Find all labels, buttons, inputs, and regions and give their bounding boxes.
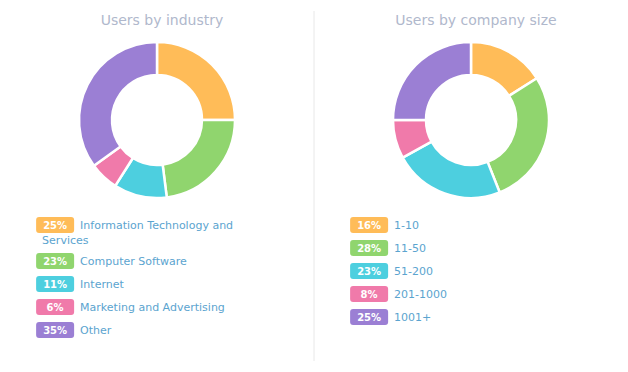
svg-text:Users by company size: Users by company size (395, 12, 556, 28)
svg-text:Services: Services (42, 234, 89, 247)
svg-text:Internet: Internet (80, 278, 124, 291)
svg-text:25%: 25% (357, 312, 381, 323)
svg-text:51-200: 51-200 (394, 265, 433, 278)
svg-text:16%: 16% (357, 220, 381, 231)
svg-text:11-50: 11-50 (394, 242, 426, 255)
svg-text:1001+: 1001+ (394, 311, 431, 324)
svg-text:25%: 25% (43, 220, 67, 231)
svg-text:35%: 35% (43, 325, 67, 336)
svg-text:Other: Other (80, 324, 112, 337)
svg-text:Computer Software: Computer Software (80, 255, 187, 268)
svg-text:6%: 6% (47, 302, 64, 313)
svg-text:28%: 28% (357, 243, 381, 254)
svg-text:Information Technology and: Information Technology and (80, 219, 233, 232)
svg-text:Users by industry: Users by industry (101, 12, 224, 28)
svg-text:Marketing and Advertising: Marketing and Advertising (80, 301, 225, 314)
svg-text:201-1000: 201-1000 (394, 288, 447, 301)
svg-text:23%: 23% (357, 266, 381, 277)
svg-text:11%: 11% (43, 279, 67, 290)
svg-text:23%: 23% (43, 256, 67, 267)
svg-text:8%: 8% (361, 289, 378, 300)
svg-text:1-10: 1-10 (394, 219, 419, 232)
